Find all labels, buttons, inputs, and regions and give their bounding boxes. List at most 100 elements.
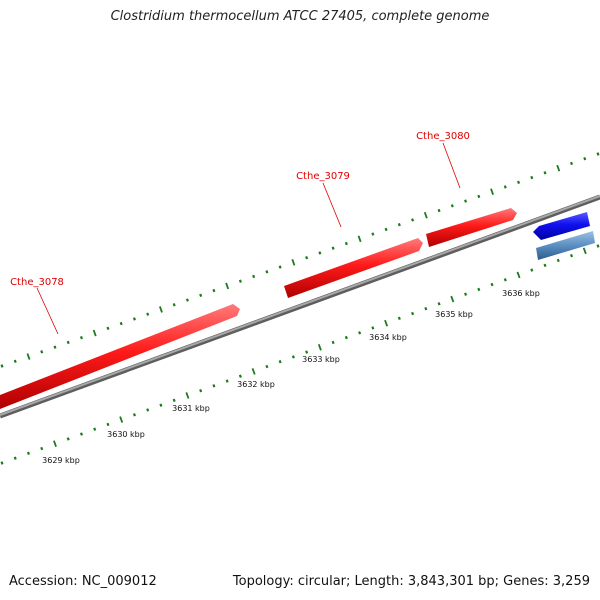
genome-summary-text: Topology: circular; Length: 3,843,301 bp… <box>232 574 590 589</box>
inner-tick-16 <box>212 384 216 388</box>
outer-tick-41 <box>543 171 547 175</box>
inner-tick-31 <box>411 311 415 316</box>
inner-tick-22 <box>291 355 295 359</box>
outer-tick-28 <box>371 232 375 236</box>
inner-tick-8 <box>106 422 110 427</box>
outer-tick-30 <box>397 222 401 227</box>
inner-tick-6 <box>79 432 83 436</box>
outer-tick-track <box>0 152 600 368</box>
outer-tick-13 <box>172 303 176 307</box>
inner-tick-24 <box>317 343 322 351</box>
outer-tick-19 <box>252 274 256 279</box>
outer-tick-38 <box>503 185 507 189</box>
outer-tick-27 <box>357 235 362 243</box>
outer-tick-29 <box>384 227 388 232</box>
inner-tick-29 <box>384 319 389 327</box>
outer-tick-1 <box>13 359 17 363</box>
inner-tick-18 <box>238 374 242 378</box>
outer-tick-12 <box>159 306 163 313</box>
inner-tick-7 <box>93 427 97 431</box>
outer-tick-17 <box>225 282 230 290</box>
gene-label-cthe-3080: Cthe_3080 <box>416 131 470 142</box>
inner-tick-9 <box>119 416 124 423</box>
inner-tick-36 <box>477 287 481 292</box>
inner-tick-25 <box>331 340 335 345</box>
inner-tick-40 <box>530 268 534 272</box>
leader-line-cthe-3079 <box>322 182 342 228</box>
inner-tick-0 <box>0 461 4 465</box>
outer-tick-39 <box>517 180 521 184</box>
inner-tick-28 <box>371 326 375 330</box>
inner-tick-20 <box>265 364 269 369</box>
inner-tick-5 <box>66 437 70 441</box>
outer-tick-18 <box>238 279 242 283</box>
kbp-label-3630: 3630 kbp <box>107 430 145 439</box>
outer-tick-37 <box>490 188 494 196</box>
inner-tick-13 <box>172 398 176 403</box>
gene-cthe-3079[interactable] <box>284 238 423 298</box>
inner-tick-19 <box>251 368 256 375</box>
kbp-label-3636: 3636 kbp <box>502 289 540 298</box>
inner-tick-26 <box>344 335 348 340</box>
inner-tick-21 <box>278 360 282 364</box>
outer-tick-20 <box>265 270 269 274</box>
outer-tick-43 <box>570 161 574 166</box>
outer-tick-5 <box>66 340 70 345</box>
inner-tick-41 <box>543 263 547 267</box>
gene-cthe-3080[interactable] <box>426 208 517 247</box>
inner-tick-38 <box>503 278 507 282</box>
kbp-label-3632: 3632 kbp <box>237 380 275 389</box>
inner-tick-44 <box>582 247 587 255</box>
inner-tick-15 <box>199 388 203 393</box>
outer-tick-42 <box>556 164 561 172</box>
outer-tick-24 <box>318 251 322 255</box>
outer-tick-22 <box>291 259 296 266</box>
outer-tick-0 <box>0 364 4 368</box>
inner-tick-2 <box>26 451 31 456</box>
outer-tick-8 <box>106 326 110 330</box>
outer-tick-35 <box>464 199 468 203</box>
inner-tick-33 <box>437 302 441 306</box>
accession-text: Accession: NC_009012 <box>9 574 157 589</box>
inner-tick-23 <box>305 350 309 354</box>
leader-line-cthe-3078 <box>36 287 59 335</box>
gene-reverse-light[interactable] <box>536 231 595 260</box>
outer-tick-21 <box>278 265 282 269</box>
gene-cthe-3078[interactable] <box>0 304 240 409</box>
gene-label-cthe-3079: Cthe_3079 <box>296 171 350 182</box>
inner-tick-27 <box>358 331 362 335</box>
inner-tick-12 <box>159 403 163 407</box>
inner-tick-42 <box>556 258 560 263</box>
inner-tick-35 <box>464 292 468 296</box>
outer-tick-45 <box>596 152 600 156</box>
outer-tick-9 <box>119 321 123 326</box>
kbp-label-3634: 3634 kbp <box>369 333 407 342</box>
inner-tick-14 <box>185 392 190 399</box>
inner-tick-39 <box>516 271 521 279</box>
map-title: Clostridium thermocellum ATCC 27405, com… <box>110 9 490 24</box>
inner-tick-32 <box>424 306 428 311</box>
inner-tick-11 <box>146 408 150 412</box>
kbp-label-3633: 3633 kbp <box>302 355 340 364</box>
genome-backbone-highlight <box>0 195 600 416</box>
kbp-label-3635: 3635 kbp <box>435 310 473 319</box>
outer-tick-34 <box>450 204 454 208</box>
outer-tick-32 <box>423 211 428 219</box>
inner-tick-34 <box>450 295 455 303</box>
inner-tick-30 <box>397 316 401 321</box>
outer-tick-16 <box>212 288 216 293</box>
leader-line-cthe-3080 <box>442 142 461 189</box>
outer-tick-15 <box>199 293 203 298</box>
gene-reverse-dark[interactable] <box>533 212 590 240</box>
kbp-label-3629: 3629 kbp <box>42 456 80 465</box>
outer-tick-11 <box>146 312 150 316</box>
inner-tick-4 <box>53 440 57 448</box>
outer-tick-31 <box>411 218 415 222</box>
outer-tick-6 <box>79 336 83 340</box>
outer-tick-2 <box>26 353 31 360</box>
inner-tick-43 <box>569 253 574 258</box>
outer-tick-25 <box>331 246 335 250</box>
outer-tick-7 <box>92 329 97 337</box>
outer-tick-26 <box>344 241 348 246</box>
